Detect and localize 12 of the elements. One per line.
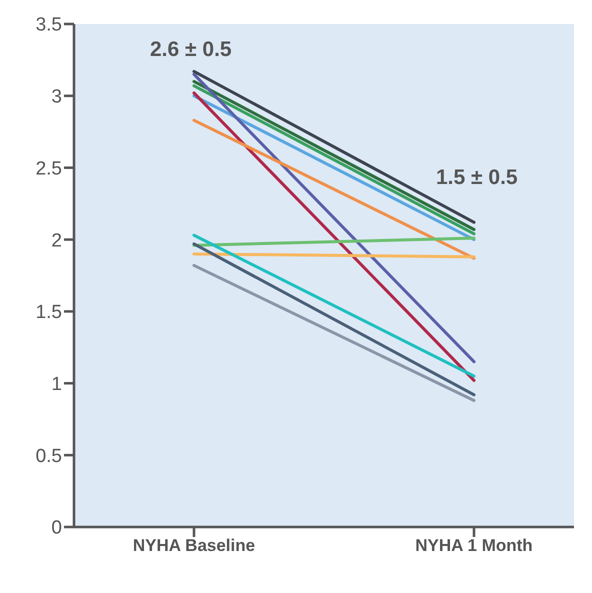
annotation: 1.5 ± 0.5 — [436, 166, 518, 190]
y-tick-label: 1 — [51, 374, 62, 396]
y-tick-label: 3 — [51, 86, 62, 108]
y-tick-label: 0 — [51, 518, 62, 539]
y-tick-label: 2.5 — [36, 158, 62, 180]
y-tick-label: 2 — [51, 230, 62, 252]
x-tick-label: NYHA Baseline — [132, 536, 256, 556]
y-tick-label: 3.5 — [36, 14, 62, 36]
y-tick-label: 0.5 — [36, 446, 62, 467]
x-tick-label: NYHA 1 Month — [415, 536, 533, 556]
annotation: 2.6 ± 0.5 — [150, 38, 232, 62]
y-tick-label: 1.5 — [36, 302, 62, 324]
